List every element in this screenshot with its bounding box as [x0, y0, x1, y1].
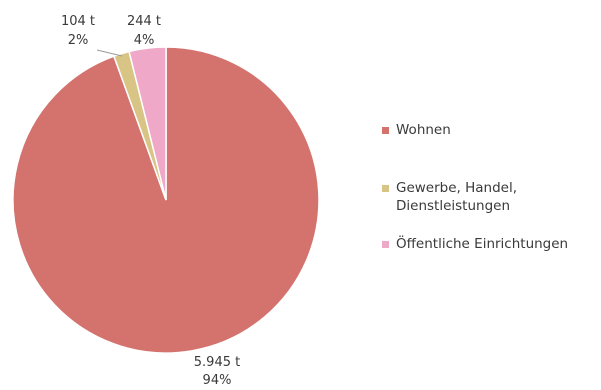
- legend-label-wohnen: Wohnen: [396, 122, 451, 138]
- pie-data-labels: 104 t 2% 244 t 4% 5.945 t 94%: [61, 14, 240, 388]
- data-label-gewerbe-percent: 2%: [68, 33, 89, 48]
- data-label-oeffentlich-value: 244 t: [127, 14, 161, 29]
- data-label-gewerbe-value: 104 t: [61, 14, 95, 29]
- data-label-wohnen-value: 5.945 t: [194, 355, 240, 370]
- legend-item-gewerbe: Gewerbe, Handel, Dienstleistungen: [382, 179, 596, 215]
- data-label-oeffentlich-percent: 4%: [134, 33, 155, 48]
- leader-line-gewerbe: [96, 49, 123, 57]
- legend-item-wohnen: Wohnen: [382, 121, 596, 139]
- legend-label-gewerbe: Gewerbe, Handel, Dienstleistungen: [396, 180, 518, 214]
- data-label-wohnen-percent: 94%: [203, 373, 232, 388]
- pie-slice-oeffentlich: [128, 46, 167, 201]
- legend-swatch-gewerbe: [382, 185, 389, 192]
- legend-swatch-oeffentlich: [382, 241, 389, 248]
- legend-item-oeffentlich: Öffentliche Einrichtungen: [382, 235, 596, 253]
- pie-slices: [12, 46, 320, 354]
- legend-label-oeffentlich: Öffentliche Einrichtungen: [396, 236, 569, 252]
- legend-swatch-wohnen: [382, 127, 389, 134]
